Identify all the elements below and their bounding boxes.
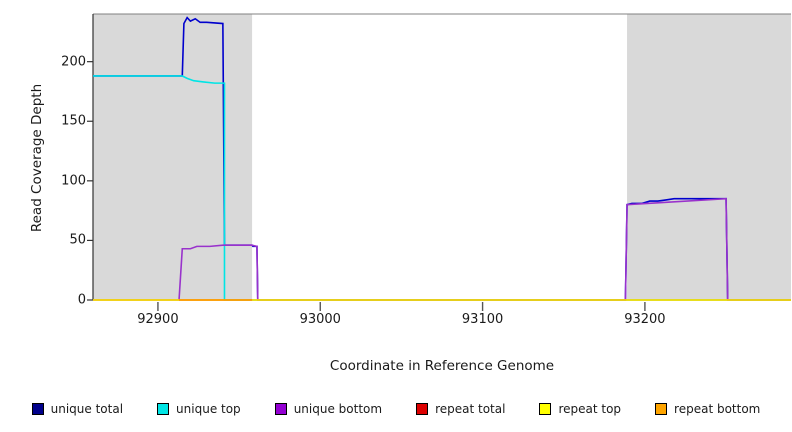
legend-item-unique-bottom[interactable]: unique bottom bbox=[274, 402, 383, 416]
legend-item-repeat-bottom[interactable]: repeat bottom bbox=[655, 402, 760, 416]
legend-label: repeat total bbox=[435, 402, 506, 416]
y-tick-label-4: 200 bbox=[61, 54, 86, 70]
legend-swatch-icon bbox=[31, 403, 44, 415]
y-tick-label-1: 50 bbox=[69, 232, 86, 248]
x-tick-label-3: 93200 bbox=[624, 312, 666, 327]
x-tick-label-0: 92900 bbox=[137, 312, 179, 327]
legend-item-unique-total[interactable]: unique total bbox=[31, 402, 124, 416]
legend-item-repeat-total[interactable]: repeat total bbox=[416, 402, 505, 416]
legend-swatch-icon bbox=[655, 403, 668, 415]
legend-item-repeat-top[interactable]: repeat top bbox=[539, 402, 621, 416]
legend-label: repeat bottom bbox=[674, 402, 761, 416]
legend-item-unique-top[interactable]: unique top bbox=[157, 402, 241, 416]
y-tick-label-2: 100 bbox=[61, 173, 86, 189]
x-tick-label-2: 93100 bbox=[461, 312, 504, 327]
legend-swatch-icon bbox=[539, 403, 552, 415]
y-tick-label-0: 0 bbox=[77, 292, 86, 308]
legend-label: repeat top bbox=[558, 402, 622, 416]
y-axis-title: Read Coverage Depth bbox=[29, 83, 45, 233]
legend-label: unique top bbox=[176, 402, 241, 416]
x-tick-label-1: 93000 bbox=[299, 312, 341, 327]
legend-label: unique bottom bbox=[293, 402, 383, 416]
chart-legend: unique total unique top unique bottom repea… bbox=[0, 398, 792, 420]
x-axis-title: Coordinate in Reference Genome bbox=[329, 358, 555, 374]
series-unique-bottom bbox=[93, 197, 791, 301]
shaded-band-0 bbox=[93, 14, 253, 300]
legend-swatch-icon bbox=[157, 403, 170, 415]
legend-label: unique total bbox=[50, 402, 124, 416]
shaded-band-1 bbox=[627, 14, 791, 300]
legend-swatch-icon bbox=[274, 403, 287, 415]
y-tick-label-3: 150 bbox=[61, 113, 86, 129]
legend-swatch-icon bbox=[416, 403, 429, 415]
